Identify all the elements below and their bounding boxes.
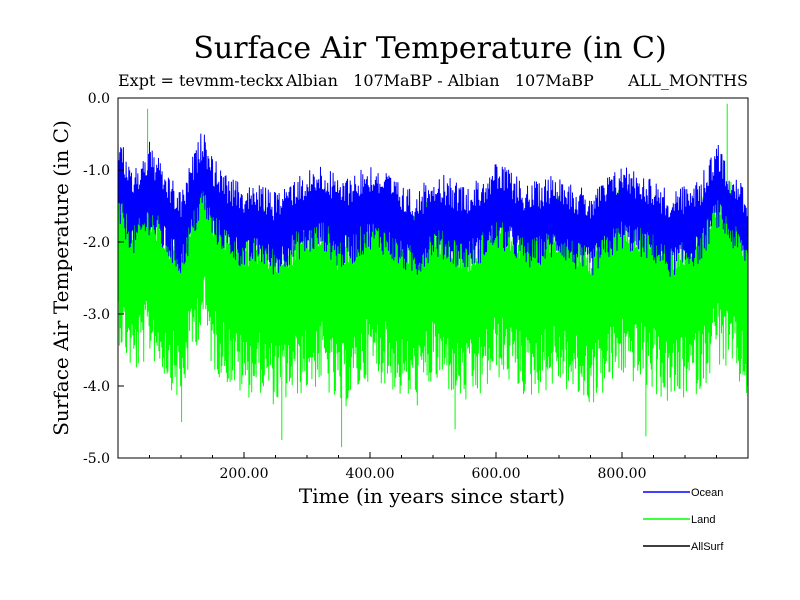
x-tick-label: 600.00	[472, 466, 521, 482]
x-axis-label: Time (in years since start)	[299, 484, 565, 508]
subtitle-comparison: Albian 107MaBP - Albian 107MaBP	[285, 71, 594, 90]
y-tick-label: -4.0	[83, 379, 110, 395]
legend-label-ocean: Ocean	[691, 487, 723, 499]
plot-layer	[117, 103, 749, 448]
series-ocean-line	[117, 133, 749, 277]
subtitle-experiment: Expt = tevmm-teckx	[118, 71, 283, 90]
y-axis-label: Surface Air Temperature (in C)	[49, 120, 73, 436]
x-tick-label: 200.00	[220, 466, 269, 482]
y-tick-label: -5.0	[83, 451, 110, 467]
y-tick-label: -1.0	[83, 163, 110, 179]
chart-title: Surface Air Temperature (in C)	[193, 31, 666, 66]
subtitle-months: ALL_MONTHS	[627, 71, 748, 90]
x-tick-label: 800.00	[598, 466, 647, 482]
legend-label-allsurf: AllSurf	[691, 541, 724, 553]
legend-label-land: Land	[691, 514, 715, 526]
y-tick-label: -2.0	[83, 235, 110, 251]
series-land-line	[117, 103, 749, 448]
ticks-layer: 0.0 -1.0 -2.0 -3.0 -4.0 -5.0 200.00 400.00 600.0…	[83, 91, 717, 482]
y-tick-label: -3.0	[83, 307, 110, 323]
x-tick-label: 400.00	[346, 466, 395, 482]
y-tick-label: 0.0	[88, 91, 110, 107]
legend: Ocean Land AllSurf	[643, 487, 724, 553]
